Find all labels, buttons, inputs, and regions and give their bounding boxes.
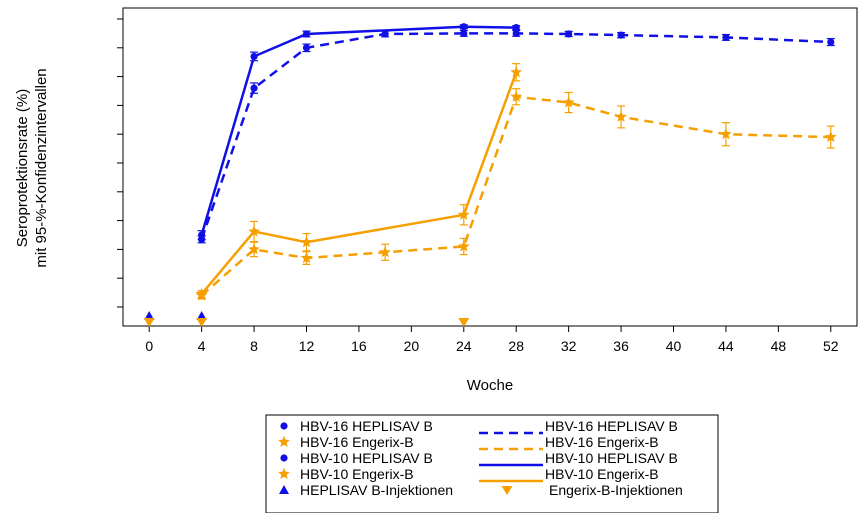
- injection-marker: [196, 311, 207, 320]
- x-tick-label: 20: [404, 338, 420, 354]
- data-point: [512, 29, 520, 37]
- data-point: [615, 110, 627, 122]
- data-point: [720, 128, 732, 140]
- data-point: [300, 251, 313, 264]
- legend-marker: [501, 486, 513, 495]
- x-tick-label: 8: [250, 338, 258, 354]
- data-point: [302, 30, 311, 38]
- data-point: [198, 231, 206, 239]
- legend: HBV-16 HEPLISAV B HBV-16 HEPLISAV BHBV-16…: [265, 414, 719, 513]
- series-layer: [195, 23, 837, 301]
- data-point: [379, 246, 391, 258]
- data-point: [722, 33, 730, 42]
- data-point: [512, 24, 520, 32]
- y-axis: [117, 18, 123, 308]
- data-point: [510, 90, 523, 102]
- x-tick-label: 36: [613, 338, 629, 354]
- legend-line-label: HBV-10 Engerix-B: [545, 466, 659, 482]
- legend-marker: [279, 485, 289, 494]
- x-tick-label: 28: [508, 338, 524, 354]
- x-tick-label: 24: [456, 338, 472, 354]
- data-point: [250, 84, 258, 92]
- x-axis: 0 4 8 12 16 20 24 28 32 36 40 44 48 52: [145, 326, 839, 354]
- legend-label: Engerix-B-Injektionen: [549, 482, 683, 498]
- x-tick-label: 12: [299, 338, 315, 354]
- data-point: [248, 225, 260, 237]
- legend-marker: [278, 435, 290, 447]
- legend-label: HBV-10 HEPLISAV B: [300, 450, 433, 466]
- data-point: [824, 130, 837, 143]
- data-point: [617, 31, 625, 39]
- data-point: [250, 52, 258, 61]
- plot-frame: [122, 7, 858, 327]
- legend-label: HEPLISAV B-Injektionen: [300, 482, 453, 498]
- injection-marker: [458, 318, 470, 327]
- injection-marker: [144, 311, 155, 320]
- x-tick-label: 16: [351, 338, 367, 354]
- series-line: [200, 95, 831, 297]
- plot-area: [122, 7, 858, 327]
- legend-line-label: HBV-16 Engerix-B: [545, 434, 659, 450]
- legend-marker: [280, 422, 288, 430]
- y-axis-title-line1: Seroprotektionsrate (%): [14, 89, 31, 247]
- data-point: [562, 96, 575, 108]
- data-point: [457, 208, 470, 220]
- x-tick-label: 4: [198, 338, 206, 354]
- legend-label: HBV-16 HEPLISAV B: [300, 418, 433, 434]
- data-point: [381, 30, 389, 38]
- series-hbv-16-engerix-b: [195, 88, 837, 301]
- data-point: [248, 243, 260, 255]
- x-tick-label: 0: [145, 338, 153, 354]
- legend-marker: [278, 467, 290, 479]
- series-hbv-10-heplisav-b: [197, 23, 521, 240]
- data-point: [827, 38, 835, 46]
- legend-label: HBV-10 Engerix-B: [300, 466, 414, 482]
- series-hbv-10-engerix-b: [195, 63, 523, 300]
- x-axis-title: Woche: [467, 377, 513, 394]
- injection-layer: [143, 311, 470, 327]
- legend-line-label: HBV-10 HEPLISAV B: [545, 450, 678, 466]
- data-point: [300, 236, 313, 248]
- legend-label: HBV-16 Engerix-B: [300, 434, 414, 450]
- x-tick-label: 32: [561, 338, 577, 354]
- legend-marker: [280, 454, 288, 462]
- injection-marker: [196, 318, 208, 327]
- series-hbv-16-heplisav-b: [197, 29, 835, 244]
- y-axis-title-line2: mit 95-%-Konfidenzintervallen: [33, 68, 50, 267]
- x-tick-label: 48: [771, 338, 787, 354]
- data-point: [195, 287, 208, 300]
- data-point: [460, 23, 468, 31]
- data-point: [510, 66, 523, 78]
- x-tick-label: 40: [666, 338, 682, 354]
- injection-marker: [143, 318, 155, 327]
- data-point: [457, 240, 470, 252]
- data-point: [565, 30, 573, 38]
- x-tick-label: 52: [823, 338, 839, 354]
- data-point: [302, 44, 311, 52]
- legend-line-label: HBV-16 HEPLISAV B: [545, 418, 678, 434]
- series-line: [200, 32, 831, 240]
- x-tick-label: 44: [718, 338, 734, 354]
- data-point: [460, 29, 468, 37]
